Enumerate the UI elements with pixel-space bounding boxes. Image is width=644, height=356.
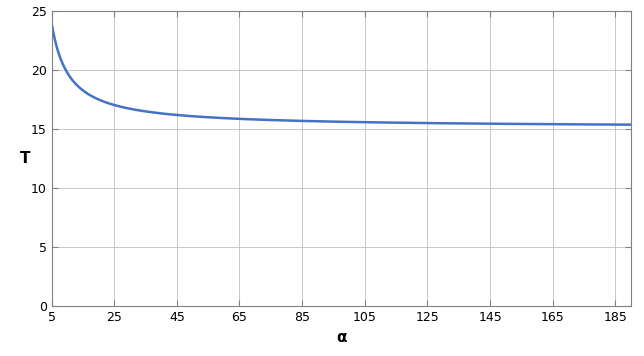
Y-axis label: T: T [20, 151, 30, 166]
X-axis label: α: α [336, 330, 346, 345]
